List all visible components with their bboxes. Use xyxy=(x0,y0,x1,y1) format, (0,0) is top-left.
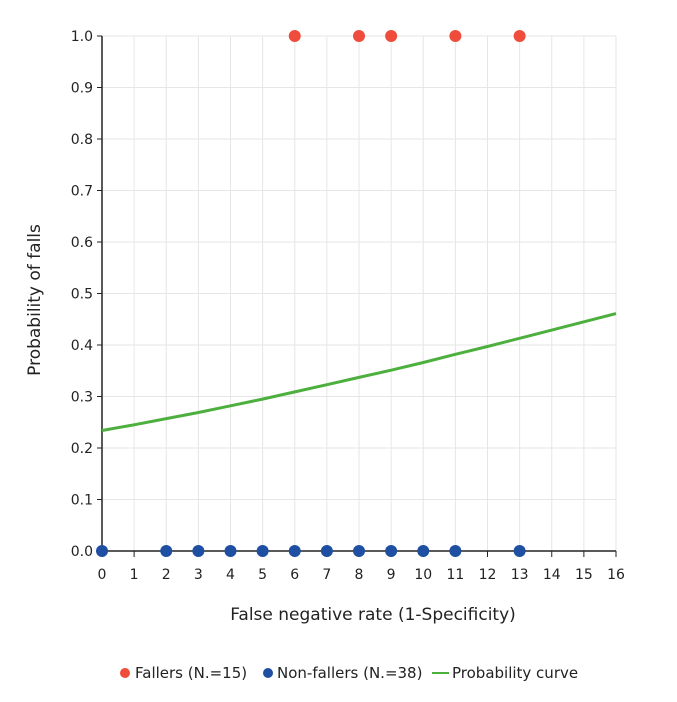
y-tick-label: 0.0 xyxy=(71,544,93,560)
y-tick-label: 1.0 xyxy=(71,29,93,45)
non-faller-point xyxy=(449,545,462,557)
x-axis-title: False negative rate (1-Specificity) xyxy=(230,605,516,625)
x-tick-label: 4 xyxy=(226,567,235,583)
legend-label-probability-curve[interactable]: Probability curve xyxy=(452,664,578,682)
non-faller-point xyxy=(385,545,398,557)
non-faller-point xyxy=(160,545,173,557)
x-tick-label: 11 xyxy=(446,567,464,583)
faller-point xyxy=(449,30,462,42)
non-faller-point xyxy=(288,545,301,557)
x-tick-label: 5 xyxy=(258,567,267,583)
probability-curve-line xyxy=(101,312,617,432)
legend-label-non-fallers[interactable]: Non-fallers (N.=38) xyxy=(277,664,422,682)
x-tick-label: 3 xyxy=(194,567,203,583)
y-tick-label: 0.9 xyxy=(71,81,93,97)
plot-lines xyxy=(101,312,617,432)
x-tick-label: 2 xyxy=(162,567,171,583)
x-axis-ticks: 0 1 2 3 4 5 6 7 8 9 10 11 12 13 14 15 16 xyxy=(98,551,625,583)
x-tick-label: 1 xyxy=(130,567,139,583)
x-tick-label: 9 xyxy=(387,567,396,583)
y-axis-ticks: 0.0 0.1 0.2 0.3 0.4 0.5 0.6 0.7 0.8 0.9 1.0 xyxy=(71,29,102,560)
x-tick-label: 15 xyxy=(575,567,593,583)
faller-point xyxy=(288,30,301,42)
non-faller-point xyxy=(256,545,269,557)
y-axis-title: Probability of falls xyxy=(25,224,45,376)
y-tick-label: 0.3 xyxy=(71,390,93,406)
x-tick-label: 12 xyxy=(479,567,497,583)
x-tick-label: 6 xyxy=(290,567,299,583)
legend-label-fallers[interactable]: Fallers (N.=15) xyxy=(135,664,247,682)
x-tick-label: 7 xyxy=(322,567,331,583)
faller-point xyxy=(385,30,398,42)
non-faller-point xyxy=(320,545,333,557)
non-faller-point xyxy=(417,545,430,557)
y-tick-label: 0.8 xyxy=(71,132,93,148)
y-tick-label: 0.6 xyxy=(71,235,93,251)
non-faller-point xyxy=(96,545,108,557)
non-faller-point xyxy=(513,545,526,557)
x-tick-label: 14 xyxy=(543,567,561,583)
legend-marker-fallers xyxy=(120,668,130,678)
faller-point xyxy=(353,30,365,42)
y-tick-label: 0.5 xyxy=(71,287,93,303)
non-faller-point xyxy=(192,545,205,557)
y-tick-label: 0.4 xyxy=(71,338,93,354)
non-faller-point xyxy=(224,545,237,557)
x-tick-label: 13 xyxy=(511,567,529,583)
legend: Fallers (N.=15) Non-fallers (N.=38) Prob… xyxy=(120,664,578,682)
legend-marker-non-fallers xyxy=(263,668,273,678)
y-tick-label: 0.2 xyxy=(71,441,93,457)
plot-points xyxy=(96,30,526,557)
x-tick-label: 10 xyxy=(414,567,432,583)
non-faller-point xyxy=(353,545,365,557)
faller-point xyxy=(513,30,526,42)
y-tick-label: 0.7 xyxy=(71,184,93,200)
y-tick-label: 0.1 xyxy=(71,493,93,509)
x-tick-label: 8 xyxy=(355,567,364,583)
x-tick-label: 16 xyxy=(607,567,625,583)
grid xyxy=(102,35,617,551)
x-tick-label: 0 xyxy=(98,567,107,583)
